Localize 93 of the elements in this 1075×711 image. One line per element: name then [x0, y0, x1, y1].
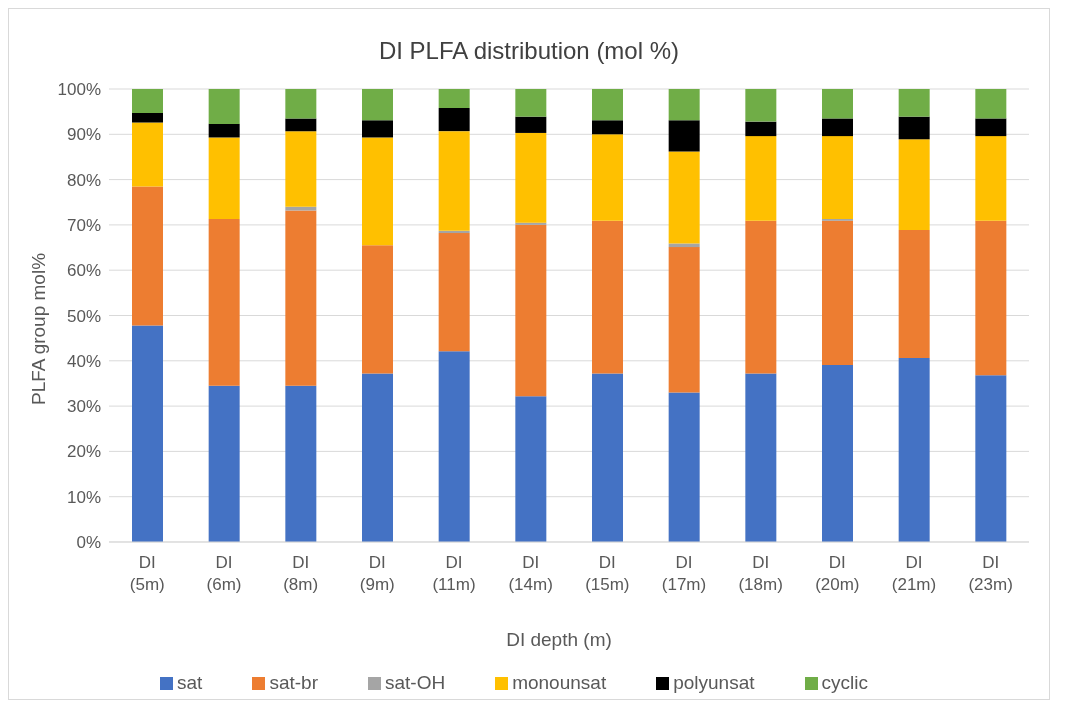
bar — [438, 108, 470, 132]
bar — [362, 373, 393, 542]
x-tick-label: DI (15m) — [585, 553, 630, 594]
legend-label: sat-br — [269, 672, 318, 693]
bar — [285, 210, 317, 386]
bar — [285, 118, 317, 132]
y-tick-label: 10% — [66, 487, 101, 507]
bar — [898, 116, 930, 140]
bar — [515, 116, 547, 133]
bar — [362, 120, 393, 138]
bar — [668, 247, 700, 393]
legend-label: polyunsat — [673, 672, 755, 693]
x-tick-label: DI (17m) — [661, 553, 707, 594]
bar — [362, 89, 393, 121]
bar — [132, 186, 163, 326]
bar — [822, 220, 853, 365]
bar — [975, 89, 1007, 119]
bar — [822, 89, 853, 119]
bar — [592, 220, 623, 374]
bar — [132, 325, 163, 542]
bar — [362, 137, 393, 246]
bar — [438, 89, 470, 109]
y-axis-title: PLFA group mol% — [28, 252, 50, 406]
bar — [745, 220, 777, 374]
bar — [898, 229, 930, 359]
y-tick-label: 100% — [57, 80, 101, 100]
bar — [975, 220, 1007, 376]
bar — [208, 219, 240, 386]
bar — [745, 136, 777, 221]
bar — [515, 396, 547, 542]
y-tick-label: 40% — [66, 351, 101, 371]
bar — [975, 118, 1007, 137]
bar — [362, 245, 393, 374]
legend-label: sat-OH — [384, 672, 446, 693]
bar — [898, 89, 930, 117]
y-tick-label: 80% — [66, 170, 101, 190]
bar — [745, 89, 777, 122]
bar — [592, 134, 623, 221]
bar — [208, 137, 240, 220]
bar — [515, 89, 547, 117]
x-tick-label: DI (21m) — [891, 553, 937, 594]
x-tick-label: DI (9m) — [359, 553, 395, 594]
y-tick-label: 50% — [66, 306, 101, 326]
bar — [285, 131, 317, 207]
x-axis-title: DI depth (m) — [505, 629, 613, 651]
bar — [208, 385, 240, 542]
bar — [898, 139, 930, 230]
bar — [668, 151, 700, 244]
y-tick-label: 60% — [66, 261, 101, 281]
bar — [975, 136, 1007, 221]
bar — [438, 131, 470, 231]
bar — [668, 120, 700, 152]
bar — [438, 351, 470, 542]
bar — [132, 122, 163, 187]
bar — [208, 123, 240, 138]
x-tick-label: DI (20m) — [815, 553, 860, 594]
bar — [515, 224, 547, 397]
x-tick-label: DI (18m) — [738, 553, 783, 594]
x-tick-label: DI (14m) — [508, 553, 553, 594]
bar — [745, 121, 777, 137]
bar — [592, 373, 623, 542]
bar — [822, 118, 853, 137]
x-tick-label: DI (5m) — [129, 553, 165, 594]
bar — [668, 89, 700, 121]
x-tick-label: DI (8m) — [283, 553, 319, 594]
x-tick-label: DI (6m) — [206, 553, 242, 594]
x-tick-label: DI (11m) — [432, 553, 476, 594]
bar — [515, 132, 547, 223]
x-tick-label: DI (23m) — [968, 553, 1013, 594]
bar — [438, 233, 470, 352]
bar — [822, 364, 853, 542]
bar — [975, 375, 1007, 542]
bar — [285, 385, 317, 542]
legend-label: sat — [177, 672, 203, 693]
bar — [592, 89, 623, 121]
bar — [592, 120, 623, 135]
legend-label: monounsat — [512, 672, 607, 693]
bar — [208, 89, 240, 124]
bar — [132, 113, 163, 123]
bar — [668, 243, 700, 248]
bar — [668, 392, 700, 542]
bar — [822, 136, 853, 220]
bar — [745, 373, 777, 542]
y-tick-label: 70% — [66, 215, 101, 235]
bar — [132, 89, 163, 114]
chart-title: DI PLFA distribution (mol %) — [377, 37, 681, 65]
legend-label: cyclic — [821, 672, 868, 693]
bar — [285, 89, 317, 119]
y-tick-label: 90% — [66, 125, 101, 145]
y-tick-label: 30% — [66, 397, 101, 417]
y-tick-label: 20% — [66, 442, 101, 462]
bar — [898, 358, 930, 542]
y-tick-label: 0% — [76, 533, 101, 553]
